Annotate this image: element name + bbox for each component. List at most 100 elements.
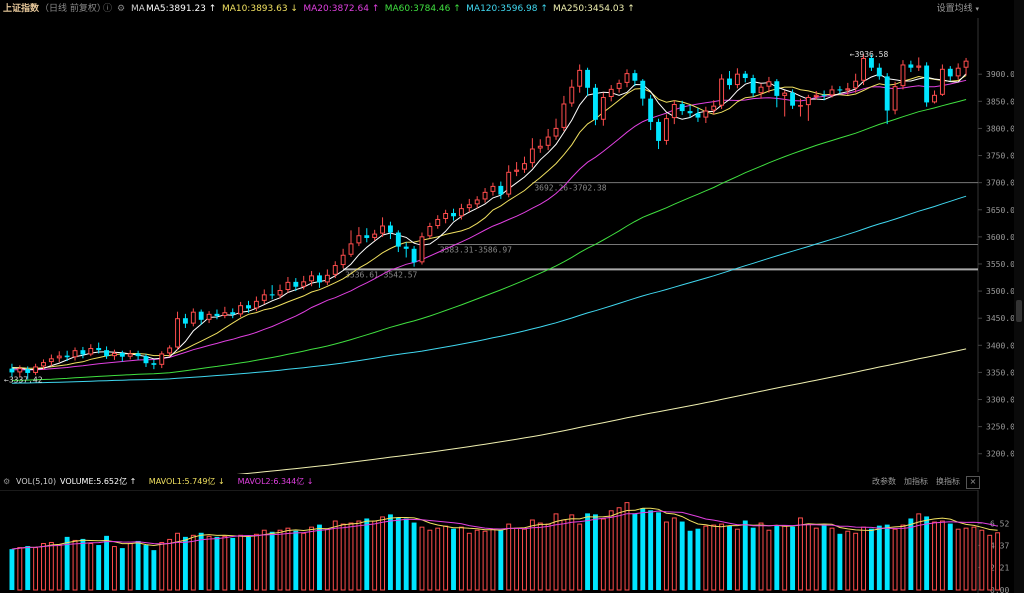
price-tick-label: 3850.00 <box>986 97 1014 106</box>
volume-tick-label: 6.52 <box>990 519 1009 528</box>
volume-bar <box>277 529 283 591</box>
candle-body <box>955 67 961 77</box>
volume-bar <box>955 528 961 591</box>
close-indicator-button[interactable]: × <box>966 476 980 489</box>
volume-bar <box>987 534 993 591</box>
price-chart[interactable]: 3200.00 3250.00 3300.00 3350.00 3400.00 3450.… <box>0 0 1014 474</box>
volume-bar <box>269 531 275 590</box>
candle-body <box>711 105 717 111</box>
switch-indicator-button[interactable]: 换指标 <box>936 477 960 486</box>
level-label: 3583.31-3586.97 <box>440 245 512 254</box>
candle-body <box>301 281 307 287</box>
candle-body <box>230 312 236 315</box>
volume-bar <box>490 528 496 591</box>
volume-bar <box>387 514 393 590</box>
candle-body <box>88 348 94 355</box>
price-tick-label: 3200.00 <box>986 450 1014 459</box>
volume-bar <box>380 516 385 591</box>
candle-body <box>734 73 740 86</box>
scrollbar-thumb[interactable] <box>1016 300 1022 322</box>
candle-body <box>277 290 283 296</box>
volume-bar <box>9 549 15 590</box>
volume-bar <box>41 543 46 591</box>
price-tick-label: 3750.00 <box>986 152 1014 161</box>
volume-bar <box>734 528 740 591</box>
candle-body <box>656 121 661 141</box>
candle-body <box>48 358 54 363</box>
volume-bar <box>687 530 693 590</box>
candle-body <box>269 294 275 296</box>
candle-body <box>317 275 322 283</box>
info-icon[interactable]: ⓘ <box>103 4 113 14</box>
volume-bar <box>151 550 157 590</box>
volume-bar <box>246 536 251 590</box>
volume-bar <box>301 532 307 591</box>
volume-bar <box>750 527 756 590</box>
volume-settings-icon[interactable]: ⚙ <box>3 477 11 486</box>
volume-bar <box>868 528 874 590</box>
volume-bar <box>285 527 291 591</box>
volume-bar <box>474 529 480 591</box>
candle-body <box>805 96 811 106</box>
volume-bar <box>742 520 748 590</box>
volume-bar <box>790 526 796 590</box>
volume-bar <box>419 526 425 591</box>
volume-chart[interactable]: 0.002.214.376.52 <box>0 490 1014 593</box>
volume-bar <box>403 518 409 590</box>
candle-body <box>577 69 583 87</box>
volume-bar <box>995 532 1001 591</box>
vertical-scrollbar[interactable] <box>1014 0 1024 593</box>
volume-bar <box>498 529 504 590</box>
candle-body <box>56 355 62 359</box>
volume-bar <box>545 523 551 591</box>
volume-bar <box>671 517 677 591</box>
candle-body <box>671 104 677 119</box>
candle-body <box>112 352 117 357</box>
volume-bar <box>884 524 890 590</box>
candle-body <box>861 57 866 81</box>
volume-bar <box>727 525 732 590</box>
volume-bar <box>703 525 709 591</box>
volume-bar <box>56 544 62 591</box>
volume-bar <box>616 507 622 591</box>
ma-settings-button[interactable]: 设置均线 ▾ <box>937 0 979 18</box>
volume-bar <box>876 525 882 590</box>
candle-body <box>529 148 535 164</box>
volume-bar <box>451 528 456 590</box>
candle-body <box>490 185 496 192</box>
volume-bar <box>340 523 346 591</box>
candle-body <box>537 145 543 149</box>
price-tick-label: 3500.00 <box>986 287 1014 296</box>
index-title[interactable]: 上证指数 <box>3 4 40 14</box>
settings-icon[interactable]: ⚙ <box>117 4 126 14</box>
candle-body <box>892 86 898 111</box>
price-tick-label: 3550.00 <box>986 260 1014 269</box>
candle-body <box>774 81 780 96</box>
volume-bar <box>656 512 661 590</box>
chart-mode-label[interactable]: （日线 前复权） <box>40 4 106 14</box>
volume-bar <box>395 517 401 590</box>
volume-bar <box>261 529 267 591</box>
volume-bar <box>798 517 803 591</box>
change-params-button[interactable]: 改参数 <box>872 477 896 486</box>
candle-body <box>198 311 204 320</box>
volume-bar <box>372 520 378 591</box>
chevron-down-icon: ▾ <box>975 5 979 13</box>
candle-body <box>214 313 220 317</box>
volume-bar <box>561 519 567 591</box>
add-indicator-button[interactable]: 加指标 <box>904 477 928 486</box>
candle-body <box>545 136 551 146</box>
candle-body <box>640 80 646 99</box>
candle-body <box>348 243 354 255</box>
candle-body <box>924 65 930 103</box>
candle-body <box>648 98 654 122</box>
candle-body <box>356 235 362 244</box>
volume-bar <box>332 520 338 591</box>
candle-body <box>380 225 385 234</box>
volume-bar <box>632 513 638 590</box>
volume-toolbar: ⚙ VOL(5,10) VOLUME:5.652亿 ↑ MAVOL1:5.749亿… <box>0 474 1024 490</box>
volume-bar <box>805 523 811 591</box>
candle-body <box>80 350 86 355</box>
ma120-line <box>11 195 967 384</box>
